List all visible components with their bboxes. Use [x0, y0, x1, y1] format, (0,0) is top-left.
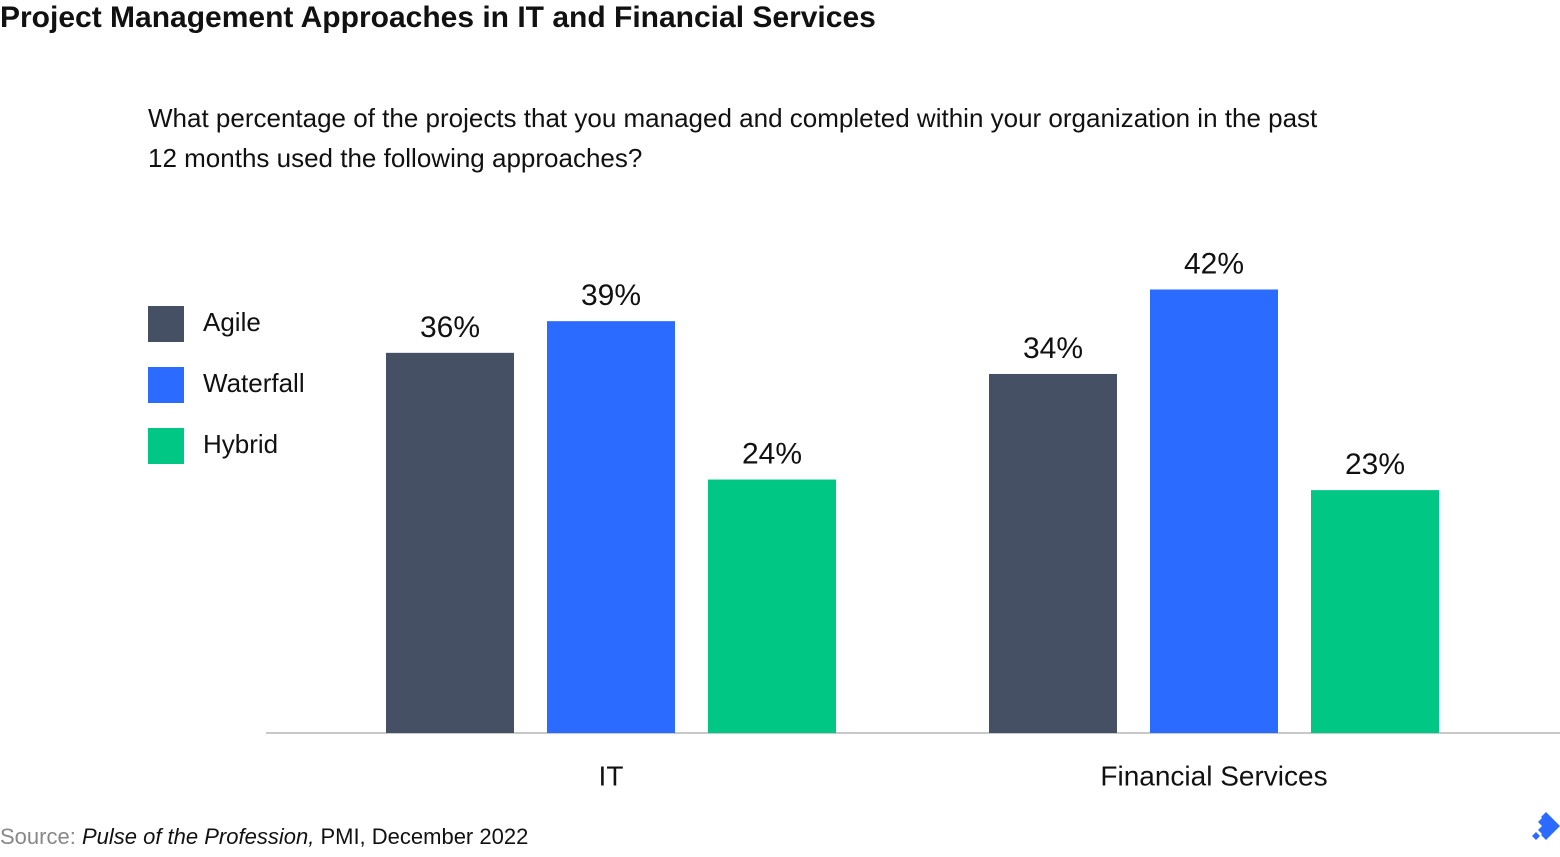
bar — [386, 352, 514, 733]
value-label: 34% — [1023, 332, 1083, 365]
source: Source: Pulse of the Profession, PMI, De… — [0, 824, 528, 849]
chart-subtitle: 12 months used the following approaches? — [148, 143, 642, 173]
bar — [708, 479, 836, 733]
value-label: 24% — [742, 437, 802, 470]
x-tick-label: Financial Services — [1100, 760, 1327, 791]
value-label: 36% — [420, 311, 480, 344]
bar — [1311, 490, 1439, 733]
source-label: Source: — [0, 824, 76, 849]
legend-swatch — [148, 367, 184, 403]
bar — [1150, 289, 1278, 733]
legend-label: Waterfall — [203, 368, 305, 398]
value-label: 39% — [581, 279, 641, 312]
x-tick-label: IT — [599, 760, 624, 791]
value-label: 23% — [1345, 448, 1405, 481]
bar — [989, 373, 1117, 733]
logo — [1532, 812, 1560, 840]
bar — [547, 321, 675, 733]
legend-label: Hybrid — [203, 429, 278, 459]
legend-label: Agile — [203, 307, 261, 337]
legend-swatch — [148, 306, 184, 342]
source-rest: PMI, December 2022 — [320, 824, 528, 849]
source-publication: Pulse of the Profession, — [82, 824, 314, 849]
value-label: 42% — [1184, 247, 1244, 280]
legend-swatch — [148, 428, 184, 464]
chart-title: Project Management Approaches in IT and … — [0, 1, 876, 34]
chart-subtitle: What percentage of the projects that you… — [148, 103, 1318, 133]
